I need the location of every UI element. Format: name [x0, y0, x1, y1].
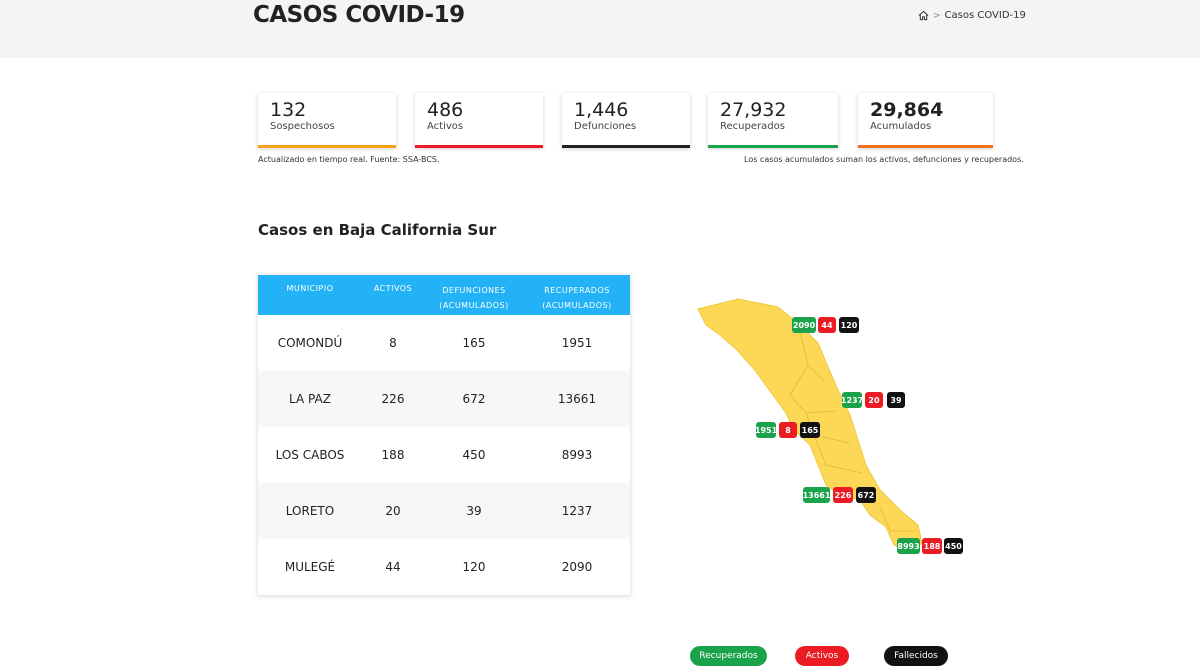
- stat-color-bar: [708, 145, 838, 148]
- cell-municipio: COMONDÚ: [277, 336, 343, 350]
- cell-activos: 44: [385, 560, 401, 574]
- stat-label: Recuperados: [720, 121, 785, 132]
- stat-card-acumulados: 29,864 Acumulados: [858, 93, 993, 148]
- header-activos: ACTIVOS: [373, 284, 413, 293]
- header-defunciones-line2: (ACUMULADOS): [439, 301, 509, 310]
- breadcrumb: > Casos COVID-19: [918, 10, 1026, 21]
- header-recuperados-line2: (ACUMULADOS): [542, 301, 612, 310]
- map-recuperados-comondu: 1951: [755, 422, 777, 438]
- stat-label: Sospechosos: [270, 121, 335, 132]
- cell-municipio: LORETO: [285, 504, 335, 518]
- map-fallecidos-mulege: 120: [839, 317, 859, 333]
- stat-color-bar: [258, 145, 396, 148]
- header-recuperados-line1: RECUPERADOS: [544, 286, 610, 295]
- table-row: LA PAZ 226 672 13661: [258, 371, 630, 427]
- header-defunciones-line1: DEFUNCIONES: [442, 286, 506, 295]
- section-title: Casos en Baja California Sur: [258, 221, 497, 239]
- map-activos-los-cabos: 188: [922, 538, 942, 554]
- stat-value: 486: [427, 99, 464, 121]
- stat-card-recuperados: 27,932 Recuperados: [708, 93, 838, 148]
- municipality-table: MUNICIPIO ACTIVOS DEFUNCIONES (ACUMULADO…: [258, 275, 630, 595]
- map-activos-mulege: 44: [818, 317, 836, 333]
- legend-activos: Activos: [795, 646, 849, 666]
- stat-label: Acumulados: [870, 121, 932, 132]
- table-header: MUNICIPIO ACTIVOS DEFUNCIONES (ACUMULADO…: [258, 275, 630, 315]
- breadcrumb-separator: >: [933, 10, 941, 21]
- cell-defunciones: 672: [462, 392, 486, 406]
- cell-defunciones: 120: [462, 560, 486, 574]
- table-body: COMONDÚ 8 165 1951 LA PAZ 226 672 13661 …: [258, 315, 630, 595]
- map-recuperados-loreto: 1237: [841, 392, 863, 408]
- page-header: CASOS COVID-19 > Casos COVID-19: [0, 0, 1200, 58]
- map-fallecidos-la-paz: 672: [856, 487, 876, 503]
- stat-color-bar: [562, 145, 690, 148]
- stat-value: 29,864: [870, 99, 944, 121]
- map-recuperados-mulege: 2090: [792, 317, 816, 333]
- cell-recuperados: 1237: [561, 504, 593, 518]
- stat-label: Defunciones: [574, 121, 637, 132]
- cell-municipio: MULEGÉ: [284, 560, 336, 574]
- cell-defunciones: 450: [462, 448, 486, 462]
- cell-activos: 20: [385, 504, 401, 518]
- table-row: MULEGÉ 44 120 2090: [258, 539, 630, 595]
- stat-color-bar: [858, 145, 993, 148]
- cell-activos: 226: [381, 392, 405, 406]
- home-icon[interactable]: [918, 10, 929, 21]
- baja-california-sur-map: [697, 298, 923, 554]
- stat-value: 1,446: [574, 99, 629, 121]
- header-municipio: MUNICIPIO: [286, 284, 334, 293]
- cell-activos: 8: [389, 336, 397, 350]
- legend-recuperados: Recuperados: [690, 646, 767, 666]
- cell-recuperados: 8993: [561, 448, 593, 462]
- cell-municipio: LA PAZ: [289, 392, 331, 406]
- stat-label: Activos: [427, 121, 464, 132]
- stat-value: 27,932: [720, 99, 787, 121]
- cell-recuperados: 13661: [557, 392, 597, 406]
- cell-defunciones: 165: [462, 336, 486, 350]
- cell-recuperados: 2090: [561, 560, 593, 574]
- legend-fallecidos: Fallecidos: [884, 646, 948, 666]
- table-row: COMONDÚ 8 165 1951: [258, 315, 630, 371]
- map-fallecidos-comondu: 165: [800, 422, 820, 438]
- map-fallecidos-loreto: 39: [887, 392, 905, 408]
- table-row: LOS CABOS 188 450 8993: [258, 427, 630, 483]
- page-title: CASOS COVID-19: [253, 2, 465, 28]
- accumulated-note: Los casos acumulados suman los activos, …: [744, 155, 1024, 164]
- map-recuperados-los-cabos: 8993: [897, 538, 920, 554]
- stat-card-activos: 486 Activos: [415, 93, 543, 148]
- stat-color-bar: [415, 145, 543, 148]
- map-recuperados-la-paz: 13661: [803, 487, 830, 503]
- cell-defunciones: 39: [466, 504, 482, 518]
- stat-card-sospechosos: 132 Sospechosos: [258, 93, 396, 148]
- stat-value: 132: [270, 99, 307, 121]
- source-note: Actualizado en tiempo real. Fuente: SSA-…: [258, 155, 440, 164]
- map-activos-la-paz: 226: [833, 487, 853, 503]
- header-defunciones: DEFUNCIONES (ACUMULADOS): [424, 275, 524, 315]
- table-row: LORETO 20 39 1237: [258, 483, 630, 539]
- map-activos-comondu: 8: [779, 422, 797, 438]
- map-fallecidos-los-cabos: 450: [944, 538, 963, 554]
- header-recuperados: RECUPERADOS (ACUMULADOS): [524, 275, 630, 315]
- cell-municipio: LOS CABOS: [275, 448, 345, 462]
- cell-activos: 188: [381, 448, 405, 462]
- cell-recuperados: 1951: [561, 336, 593, 350]
- breadcrumb-current: Casos COVID-19: [944, 10, 1026, 21]
- map-activos-loreto: 20: [865, 392, 883, 408]
- stat-card-defunciones: 1,446 Defunciones: [562, 93, 690, 148]
